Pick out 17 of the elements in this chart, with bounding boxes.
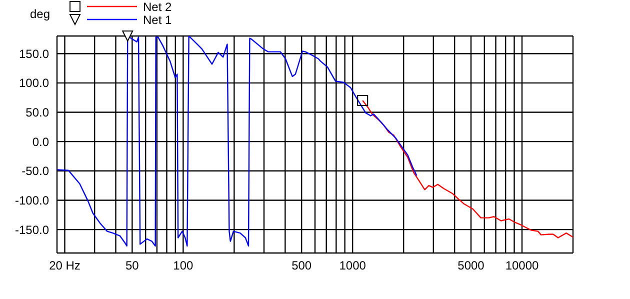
x-tick-label: 50	[125, 258, 140, 273]
y-tick-label: 150.0	[18, 46, 50, 61]
legend-label: Net 2	[143, 0, 172, 14]
y-tick-label: 50.0	[26, 106, 50, 120]
x-tick-label: 20 Hz	[49, 258, 80, 273]
y-tick-label: 0.0	[32, 134, 50, 149]
x-tick-label: 5000	[458, 258, 485, 273]
legend-label: Net 1	[143, 12, 172, 26]
x-tick-label: 500	[292, 258, 312, 273]
x-tick-label: 10000	[505, 258, 540, 273]
y-tick-label: -100.0	[14, 193, 50, 208]
y-axis-title: deg	[30, 7, 50, 21]
x-tick-label: 1000	[339, 258, 366, 273]
y-tick-label: 100.0	[18, 76, 50, 90]
y-tick-label: -150.0	[14, 222, 50, 237]
x-tick-label: 100	[173, 258, 194, 273]
y-tick-label: -50.0	[22, 164, 50, 178]
